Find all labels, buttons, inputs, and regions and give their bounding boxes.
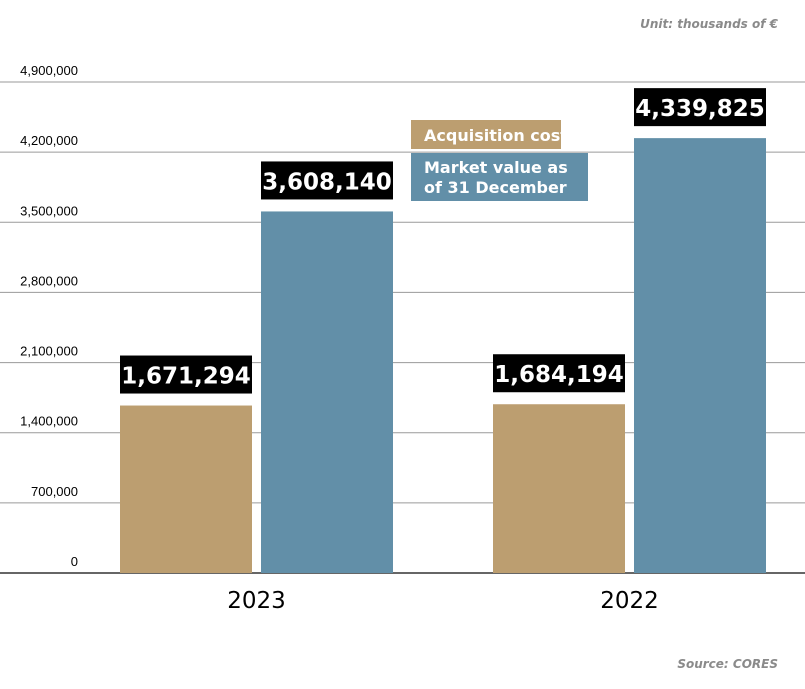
- y-tick-label: 2,800,000: [20, 273, 78, 288]
- x-tick-label: 2023: [227, 588, 286, 614]
- bar-acquisition-cost-2023: [120, 405, 252, 573]
- y-tick-label: 4,200,000: [20, 133, 78, 148]
- y-axis-tick-labels: 0 700,000 1,400,000 2,100,000 2,800,000 3,500…: [20, 63, 78, 569]
- bars: [120, 138, 766, 573]
- x-tick-label: 2022: [600, 588, 659, 614]
- legend-swatch-acquisition-cost: [411, 120, 561, 149]
- data-label: 1,671,294: [121, 364, 251, 390]
- data-label: 1,684,194: [494, 362, 624, 388]
- data-label: 3,608,140: [262, 169, 392, 195]
- bar-market-value-2022: [634, 138, 766, 573]
- unit-note: Unit: thousands of €: [640, 17, 779, 31]
- x-axis-tick-labels: 2023 2022: [227, 588, 659, 614]
- y-tick-label: 1,400,000: [20, 414, 78, 429]
- data-labels: 1,671,294 3,608,140 1,684,194 4,339,825: [120, 88, 766, 394]
- data-label-box: [261, 161, 393, 200]
- data-label: 4,339,825: [635, 96, 765, 122]
- y-tick-label: 4,900,000: [20, 63, 78, 78]
- y-tick-label: 700,000: [31, 484, 78, 499]
- legend-label-market-value: Market value as: [424, 158, 568, 177]
- bar-market-value-2023: [261, 211, 393, 573]
- data-label-box: [120, 355, 252, 394]
- legend-label-market-value: of 31 December: [424, 178, 567, 197]
- legend-label-acquisition-cost: Acquisition cost: [424, 126, 568, 145]
- data-label-box: [493, 354, 625, 393]
- y-tick-label: 3,500,000: [20, 203, 78, 218]
- y-tick-label: 2,100,000: [20, 344, 78, 359]
- data-label-box: [634, 88, 766, 127]
- bar-acquisition-cost-2022: [493, 404, 625, 573]
- y-tick-label: 0: [71, 554, 78, 569]
- source-note: Source: CORES: [677, 657, 778, 671]
- legend-swatch-market-value: [411, 153, 588, 201]
